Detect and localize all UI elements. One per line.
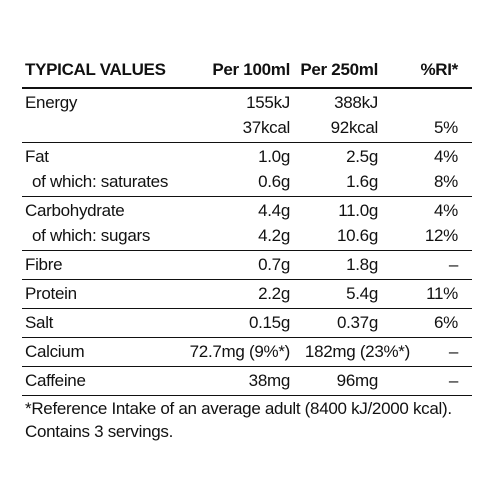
footnote: Contains 3 servings. [25,422,174,441]
cell-ri: 5% [434,118,458,137]
header-cell: Per 100ml [212,60,290,79]
cell-per100: 0.6g [258,172,290,191]
cell-label: Caffeine [25,371,86,390]
cell-per250: 96mg [336,371,379,390]
cell-ri: – [448,342,458,361]
cell-per250: 2.5g [346,147,378,166]
cell-per250: 5.4g [346,284,378,303]
cell-per250: 92kcal [330,118,379,137]
row-rule [22,366,472,367]
cell-per100: 37kcal [242,118,291,137]
row-rule [22,196,472,197]
cell-ri: 6% [434,313,458,332]
row-rule [22,395,472,396]
cell-per100: 72.7mg (9%*) [189,342,291,361]
cell-per100: 2.2g [258,284,290,303]
cell-per100: 155kJ [246,93,290,112]
cell-per100: 0.15g [248,313,290,332]
cell-per100: 1.0g [258,147,290,166]
cell-ri: – [448,255,458,274]
cell-per250: 11.0g [338,201,378,220]
cell-label: Fat [25,147,49,166]
row-rule [22,250,472,251]
cell-label: Energy [25,93,78,112]
row-rule [22,142,472,143]
cell-per100: 38mg [248,371,291,390]
cell-per100: 0.7g [258,255,290,274]
cell-ri: – [448,371,458,390]
cell-per250: 10.6g [336,226,378,245]
footnote: *Reference Intake of an average adult (8… [25,399,452,418]
cell-label: of which: sugars [32,226,151,245]
cell-ri: 11% [426,284,458,303]
cell-ri: 8% [434,172,458,191]
cell-label: of which: saturates [32,172,169,191]
cell-per250: 0.37g [336,313,378,332]
header-cell: TYPICAL VALUES [25,60,166,79]
row-rule [22,337,472,338]
cell-per250: 182mg (23%*) [304,342,410,361]
cell-per250: 1.8g [346,255,378,274]
cell-label: Carbohydrate [25,201,125,220]
cell-per100: 4.2g [258,226,290,245]
row-rule [22,279,472,280]
cell-label: Calcium [25,342,85,361]
cell-ri: 4% [434,201,458,220]
header-cell: %RI* [420,60,458,79]
cell-label: Salt [25,313,54,332]
cell-per100: 4.4g [258,201,290,220]
cell-per250: 388kJ [334,93,378,112]
cell-per250: 1.6g [346,172,378,191]
header-cell: Per 250ml [300,60,378,79]
cell-label: Protein [25,284,77,303]
cell-ri: 12% [424,226,458,245]
cell-ri: 4% [434,147,458,166]
header-rule [22,87,472,89]
cell-label: Fibre [25,255,63,274]
row-rule [22,308,472,309]
